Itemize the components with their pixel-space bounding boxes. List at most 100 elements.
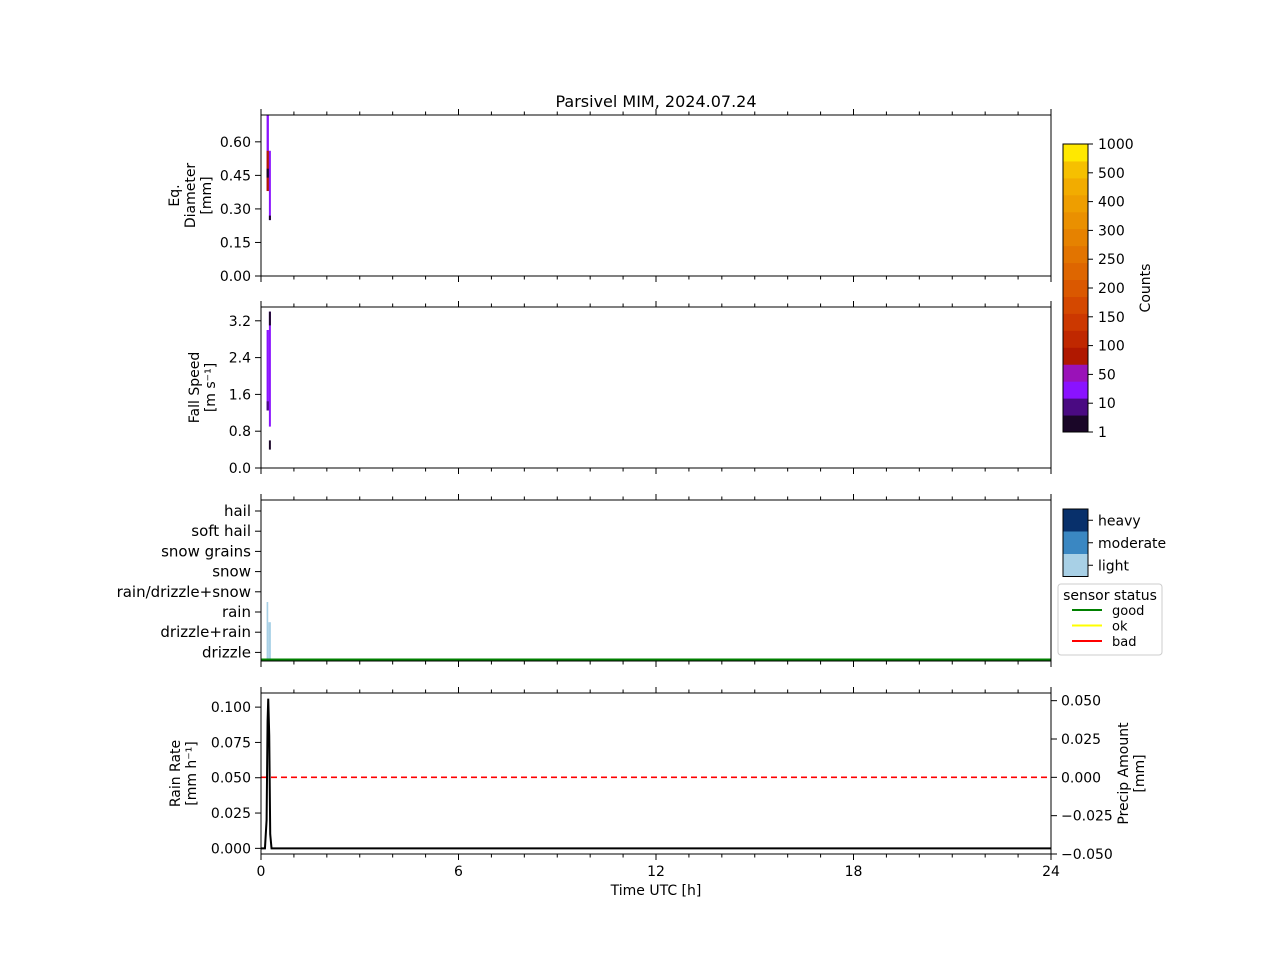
colorbar-segment [1063,245,1088,264]
colorbar-tick-label: 150 [1098,310,1125,326]
y-axis-label-line: Eq. [167,184,183,206]
colorbar-segment [1063,144,1088,162]
heatmap-cell [266,330,269,411]
y-axis-label-line: Diameter [183,163,199,229]
rain-rate-line [261,698,1051,850]
counts-colorbar: 1 10 50 100 150 200 250 300 400 500 1000 Counts [1062,137,1154,441]
y-tick-label: 3.2 [229,314,251,330]
colorbar-segment [1063,160,1088,179]
colorbar-label: Counts [1138,264,1154,313]
colorbar-segment [1063,381,1088,399]
y-axis-label-line: [mm] [199,176,215,214]
heatmap-cell [268,311,271,427]
intensity-swatch [1063,554,1088,577]
y2-tick-label: 0.000 [1061,770,1101,786]
colorbar-segment [1063,330,1088,348]
category-label: rain/drizzle+snow [117,583,251,601]
y2-axis-label: Precip Amount[mm] [1116,722,1148,825]
category-label: drizzle [202,643,251,661]
y-tick-label: 1.6 [229,387,251,403]
fall-speed-panel: 0.0 0.8 1.6 2.4 3.2 Fall Speed[m s⁻¹] [187,301,1052,477]
heatmap-cell [268,215,271,221]
category-label: snow [212,563,251,581]
legend-label: bad [1112,635,1136,650]
y2-tick-label: −0.050 [1061,847,1113,863]
colorbar-segment [1063,313,1088,331]
intensity-label: moderate [1098,536,1166,552]
axes-frame [260,114,1052,277]
colorbar-segment [1063,194,1088,213]
x-tick-label: 6 [454,864,463,880]
legend-title: sensor status [1063,588,1157,604]
category-label: soft hail [191,522,251,540]
category-label: drizzle+rain [160,623,251,641]
y-tick-label: 2.4 [229,351,251,367]
y-tick-label: 0.000 [211,841,251,857]
y-tick-label: 0.075 [211,735,251,751]
colorbar-segment [1063,415,1088,433]
legend-box [1057,583,1163,656]
colorbar-segment [1063,347,1088,365]
rain-rate-panel: 0.000 0.025 0.050 0.075 0.100 −0.050 −0.025 0.0… [168,687,1148,880]
y-axis-label-line: Rain Rate [168,740,184,807]
precip-type-bar [266,602,269,659]
y-axis-label-line: [m s⁻¹] [203,363,219,412]
colorbar-segment [1063,279,1088,297]
intensity-swatch [1063,509,1088,532]
y-tick-label: 0.050 [211,771,251,787]
heatmap-cell [266,401,269,411]
x-tick-label: 12 [647,864,665,880]
colorbar-label-line: Counts [1138,264,1154,313]
colorbar-tick-label: 200 [1098,281,1125,297]
y2-axis-label-line: [mm] [1132,754,1148,792]
intensity-label: light [1098,558,1130,574]
colorbar-tick-label: 400 [1098,195,1125,211]
y-tick-label: 0.100 [211,700,251,716]
precip-type-bar [268,622,271,659]
chart-title: Parsivel MIM, 2024.07.24 [555,92,756,111]
colorbar-tick-label: 50 [1098,367,1116,383]
legend-label: ok [1112,620,1128,635]
colorbar-segment [1063,364,1088,382]
x-tick-label: 18 [845,864,863,880]
precip-type-panel: hail soft hail snow grains snow rain/drizzle… [117,494,1052,667]
y-tick-label: 0.8 [229,424,251,440]
y-axis-label: Eq.Diameter[mm] [167,163,215,229]
intensity-legend: heavy moderate light [1062,508,1166,577]
colorbar-tick-label: 10 [1098,396,1116,412]
intensity-swatch [1063,531,1088,554]
colorbar-tick-label: 100 [1098,339,1125,355]
colorbar-tick-label: 250 [1098,252,1125,268]
x-tick-label: 0 [257,864,266,880]
heatmap-cell [268,150,271,221]
x-tick-label: 24 [1042,864,1060,880]
y-tick-label: 0.0 [229,461,251,477]
y-tick-label: 0.60 [220,135,251,151]
colorbar-segment [1063,211,1088,230]
y2-tick-label: 0.050 [1061,694,1101,710]
category-label: snow grains [161,542,251,560]
colorbar-segment [1063,177,1088,196]
x-axis-label: Time UTC [h] [610,883,702,899]
axes-frame [260,306,1052,469]
heatmap-cell [268,311,271,326]
y-tick-label: 0.025 [211,806,251,822]
y-tick-label: 0.00 [220,269,251,285]
intensity-label: heavy [1098,513,1141,529]
colorbar-tick-label: 300 [1098,223,1125,239]
y2-tick-label: −0.025 [1061,809,1113,825]
y-axis-label-line: Fall Speed [187,352,203,423]
y2-tick-label: 0.025 [1061,732,1101,748]
colorbar-segment [1063,262,1088,281]
colorbar-tick-label: 1 [1098,425,1107,441]
colorbar-segment [1063,296,1088,314]
axes-frame [260,692,1052,855]
diameter-panel: 0.00 0.15 0.30 0.45 0.60 Eq.Diameter[mm] [167,109,1052,285]
colorbar-tick-label: 1000 [1098,137,1134,153]
y-axis-label: Rain Rate[mm h⁻¹] [168,740,200,807]
heatmap-cell [268,440,271,450]
y-tick-label: 0.15 [220,235,251,251]
category-label: hail [224,502,251,520]
y2-axis-label-line: Precip Amount [1116,722,1132,825]
intensity-frame [1062,508,1089,577]
